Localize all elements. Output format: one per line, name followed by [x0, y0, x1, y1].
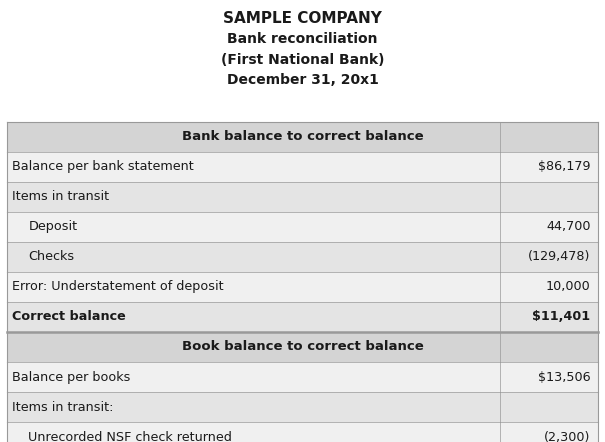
Text: Book balance to correct balance: Book balance to correct balance — [182, 340, 424, 354]
Text: $13,506: $13,506 — [538, 370, 590, 384]
Text: Bank balance to correct balance: Bank balance to correct balance — [182, 130, 424, 143]
Text: Items in transit: Items in transit — [12, 190, 110, 203]
Text: Unrecorded NSF check returned: Unrecorded NSF check returned — [28, 431, 232, 442]
Text: Deposit: Deposit — [28, 220, 77, 233]
Bar — [7, 182, 598, 212]
Bar — [7, 422, 598, 442]
Text: Items in transit:: Items in transit: — [12, 400, 114, 414]
Bar — [7, 152, 598, 182]
Text: Error: Understatement of deposit: Error: Understatement of deposit — [12, 280, 224, 293]
Bar — [7, 272, 598, 302]
Text: Bank reconciliation: Bank reconciliation — [227, 32, 378, 46]
Bar — [7, 212, 598, 242]
Bar — [7, 122, 598, 152]
Bar — [7, 332, 598, 362]
Text: Correct balance: Correct balance — [12, 310, 126, 324]
Bar — [7, 362, 598, 392]
Text: (129,478): (129,478) — [528, 250, 590, 263]
Text: 44,700: 44,700 — [546, 220, 590, 233]
Bar — [7, 242, 598, 272]
Text: SAMPLE COMPANY: SAMPLE COMPANY — [223, 11, 382, 26]
Text: 10,000: 10,000 — [546, 280, 590, 293]
Text: Balance per bank statement: Balance per bank statement — [12, 160, 194, 173]
Bar — [7, 392, 598, 422]
Text: (2,300): (2,300) — [544, 431, 590, 442]
Text: Balance per books: Balance per books — [12, 370, 131, 384]
Text: $11,401: $11,401 — [532, 310, 590, 324]
Text: Checks: Checks — [28, 250, 74, 263]
Text: December 31, 20x1: December 31, 20x1 — [226, 73, 379, 88]
Bar — [7, 302, 598, 332]
Text: (First National Bank): (First National Bank) — [221, 53, 384, 67]
Text: $86,179: $86,179 — [538, 160, 590, 173]
